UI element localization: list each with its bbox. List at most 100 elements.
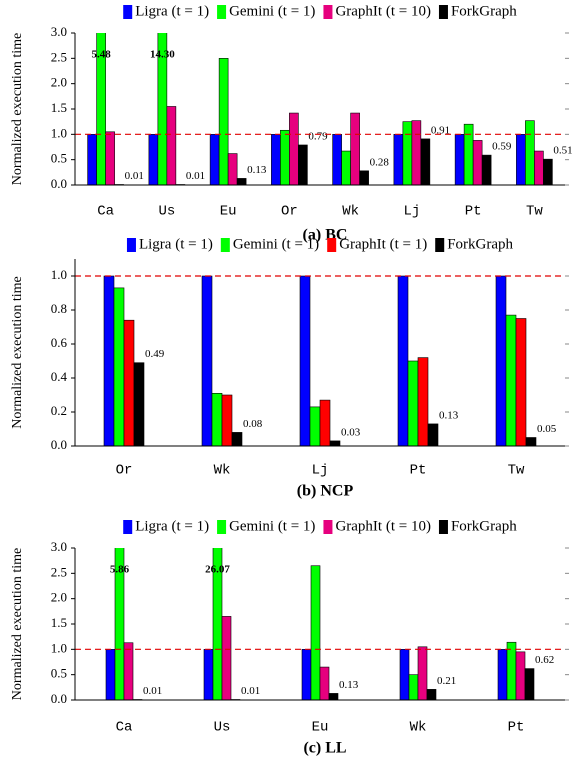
bar (497, 649, 508, 700)
bar (221, 394, 233, 446)
panel: 0.0 0.2 0.4 0.6 0.8 1.0 Normalized execution t… (10, 236, 569, 500)
bar (123, 642, 134, 700)
bars (105, 548, 535, 700)
legend-swatch (123, 520, 133, 534)
x-tick-label: Wk (410, 720, 427, 736)
bar (472, 140, 483, 185)
bar (543, 158, 553, 185)
y-tick-label: 1.0 (51, 640, 67, 655)
x-tick-label: Or (281, 204, 298, 220)
data-label: 5.48 (92, 49, 112, 61)
y-tick-label: 1.0 (51, 267, 67, 282)
bar (271, 134, 281, 185)
legend-swatch (123, 5, 133, 19)
bar (454, 134, 465, 185)
x-tick-label: Lj (312, 463, 329, 479)
bar (393, 134, 404, 185)
x-tick-label: Lj (403, 204, 420, 220)
bar (359, 170, 369, 185)
x-tick-label: Us (214, 720, 231, 736)
legend: Ligra (t = 1) Gemini (t = 1) GraphIt (t = … (123, 518, 517, 534)
bar (402, 121, 413, 185)
y-tick-label: 3.0 (51, 24, 67, 39)
bar (221, 616, 232, 700)
bar (301, 649, 312, 700)
bar (209, 134, 220, 185)
bar (427, 423, 439, 446)
bar (407, 360, 419, 446)
legend-swatch (217, 5, 227, 19)
legend-label: GraphIt (t = 1) (339, 236, 427, 252)
data-label: 0.01 (241, 685, 260, 697)
bar (463, 123, 474, 185)
x-tick-label: Ca (116, 720, 133, 736)
legend-swatch (217, 520, 227, 534)
bar (399, 649, 410, 700)
legend-label: Ligra (t = 1) (135, 518, 209, 534)
legend-label: Gemini (t = 1) (233, 236, 319, 252)
bar (481, 154, 492, 185)
bar (157, 33, 168, 185)
y-axis-label: Normalized execution time (10, 33, 25, 185)
bar (525, 120, 535, 185)
bar (332, 134, 342, 185)
bar (148, 134, 159, 185)
bar (310, 565, 321, 700)
data-label: 0.08 (243, 418, 263, 430)
bar (534, 150, 544, 185)
bar (417, 646, 428, 700)
legend-swatch (323, 520, 333, 534)
bar (420, 138, 431, 185)
bar (524, 668, 535, 700)
data-label: 0.01 (143, 685, 162, 697)
bar (133, 362, 145, 446)
data-label: 26.07 (205, 564, 230, 576)
bar (516, 134, 526, 185)
y-tick-label: 0.0 (51, 176, 67, 191)
y-tick-label: 2.0 (51, 590, 67, 605)
y-tick-label: 2.5 (51, 49, 67, 64)
legend-label: Gemini (t = 1) (229, 518, 315, 534)
y-tick-label: 0.0 (51, 691, 67, 706)
data-label: 0.13 (247, 164, 267, 176)
data-label: 14.30 (150, 49, 175, 61)
bar (426, 689, 437, 700)
y-axis-label: Normalized execution time (10, 276, 25, 428)
data-label: 0.21 (437, 675, 456, 687)
bar (408, 674, 419, 700)
bars (87, 33, 553, 185)
legend-label: Gemini (t = 1) (229, 3, 315, 19)
data-label: 0.13 (339, 679, 359, 691)
x-tick-label: Wk (214, 463, 231, 479)
legend-label: GraphIt (t = 10) (335, 518, 431, 534)
x-tick-label: Or (116, 463, 133, 479)
x-tick-label: Eu (220, 204, 237, 220)
y-tick-label: 0.0 (51, 437, 67, 452)
y-tick-label: 2.0 (51, 75, 67, 90)
bar (123, 319, 135, 446)
bar (212, 548, 223, 700)
bar (417, 357, 429, 446)
bar (201, 275, 213, 446)
data-label: 5.86 (110, 564, 130, 576)
legend-swatch (323, 5, 333, 19)
bar (113, 287, 125, 446)
legend-label: GraphIt (t = 10) (335, 3, 431, 19)
bar (280, 129, 290, 185)
bar (495, 275, 507, 446)
bar (319, 666, 330, 700)
y-tick-label: 1.0 (51, 125, 67, 140)
x-tick-label: Us (158, 204, 175, 220)
bar (397, 275, 409, 446)
legend-label: ForkGraph (451, 518, 517, 534)
y-axis-label: Normalized execution time (10, 548, 25, 700)
bar (505, 314, 517, 446)
x-tick-label: Tw (526, 204, 543, 220)
legend-label: Ligra (t = 1) (135, 3, 209, 19)
legend-label: Ligra (t = 1) (139, 236, 213, 252)
bar (231, 432, 243, 446)
bar (289, 112, 299, 185)
bar (319, 399, 331, 446)
y-tick-label: 3.0 (51, 539, 67, 554)
